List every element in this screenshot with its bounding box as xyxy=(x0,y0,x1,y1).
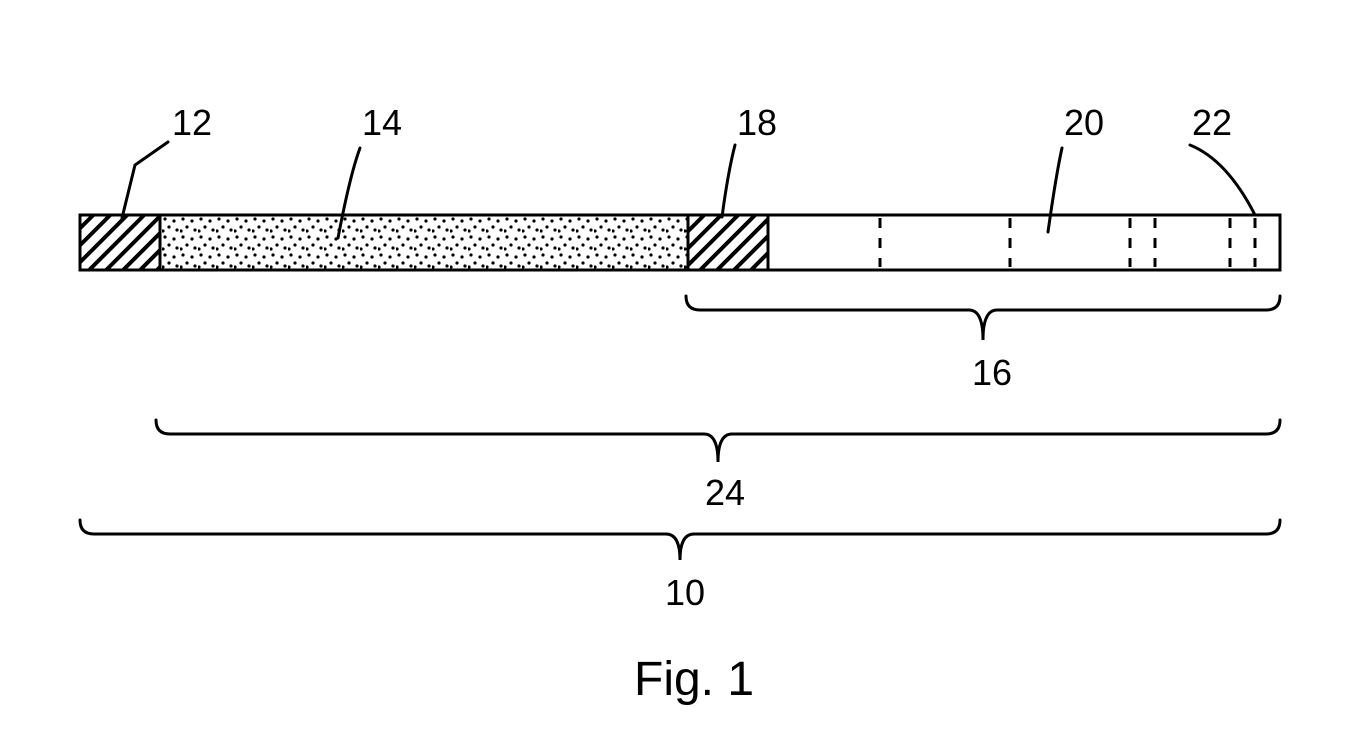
segment-s18 xyxy=(688,215,768,270)
segment-s12 xyxy=(80,215,160,270)
segment-s14 xyxy=(160,215,688,270)
callout-labels: 12 14 18 20 22 16 24 10 xyxy=(172,102,1232,613)
label-14: 14 xyxy=(362,102,402,143)
segment-s20 xyxy=(768,215,1280,270)
brace-b24 xyxy=(156,420,1280,462)
label-18: 18 xyxy=(737,102,777,143)
figure-caption-text: Fig. 1 xyxy=(634,653,754,706)
lead-ll22 xyxy=(1190,145,1255,215)
label-10: 10 xyxy=(665,572,705,613)
curly-brackets xyxy=(80,296,1280,560)
lead-ll12 xyxy=(122,142,168,218)
label-22: 22 xyxy=(1192,102,1232,143)
lead-ll18 xyxy=(722,145,735,217)
label-12: 12 xyxy=(172,102,212,143)
label-20: 20 xyxy=(1064,102,1104,143)
label-16: 16 xyxy=(972,352,1012,393)
brace-b10 xyxy=(80,520,1280,560)
figure-caption: Fig. 1 xyxy=(634,653,754,706)
brace-b16 xyxy=(686,296,1280,340)
bar-segments xyxy=(80,215,1280,270)
figure-1-diagram: 12 14 18 20 22 16 24 10 Fig. 1 xyxy=(0,0,1369,739)
label-24: 24 xyxy=(705,472,745,513)
